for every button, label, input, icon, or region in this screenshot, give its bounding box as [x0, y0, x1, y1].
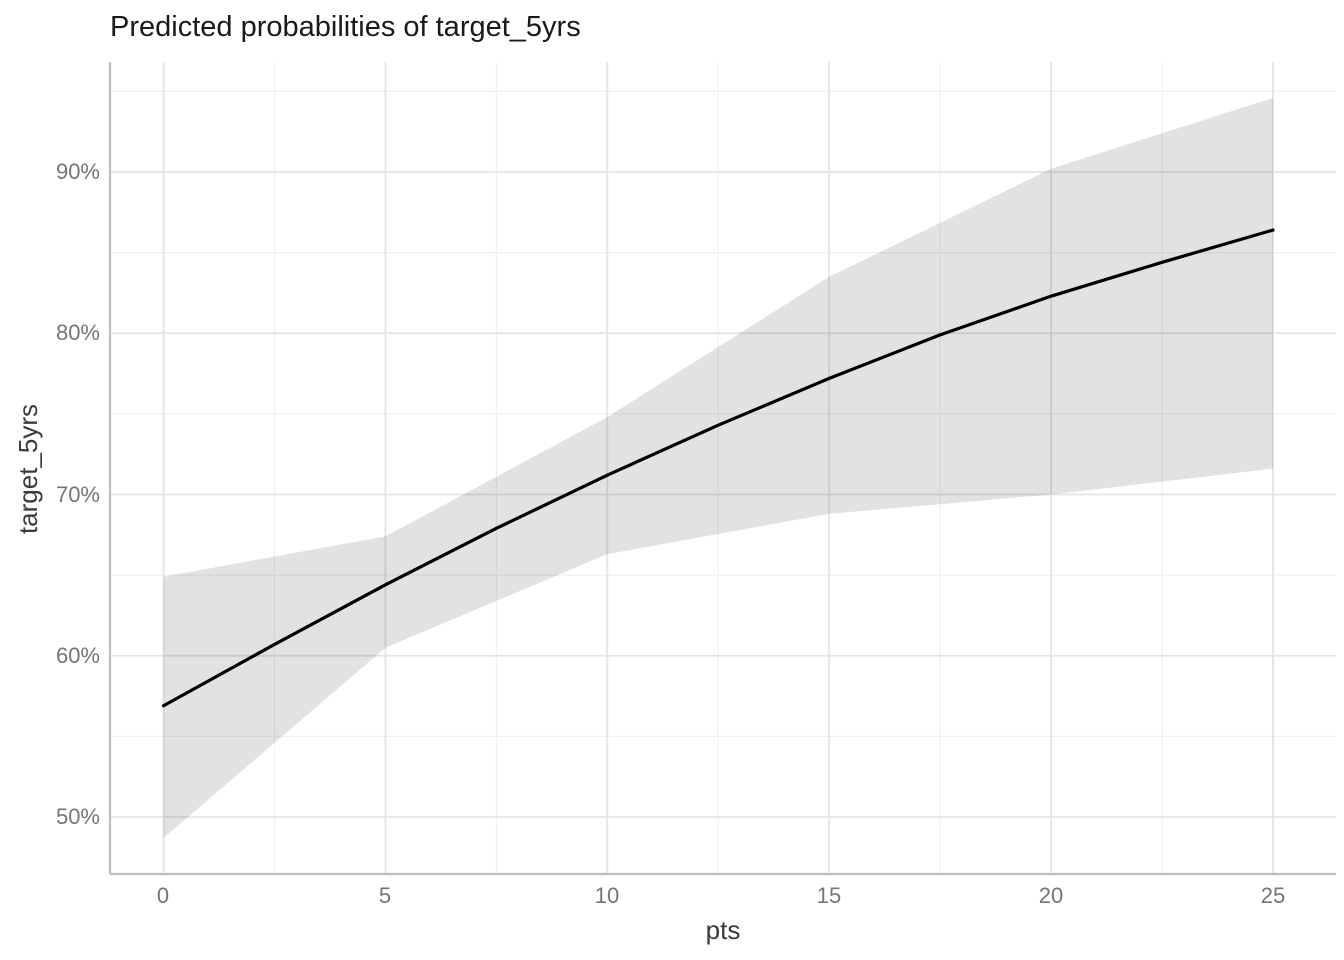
y-tick-label: 80% [55, 320, 100, 345]
y-axis-title: target_5yrs [13, 403, 43, 535]
x-tick-label: 15 [816, 883, 842, 908]
x-axis-title: pts [705, 915, 741, 945]
y-tick-label: 60% [55, 643, 100, 668]
confidence-interval-ribbon [163, 97, 1273, 838]
x-tick-label: 5 [378, 883, 392, 908]
x-tick-label: 25 [1260, 883, 1286, 908]
chart-title: Predicted probabilities of target_5yrs [110, 11, 581, 43]
x-tick-label: 20 [1038, 883, 1064, 908]
y-tick-label: 70% [55, 482, 100, 507]
predicted-probability-line [161, 228, 1275, 708]
y-tick-label: 50% [55, 804, 100, 829]
x-tick-label: 0 [156, 883, 170, 908]
y-tick-label: 90% [55, 159, 100, 184]
x-tick-label: 10 [594, 883, 620, 908]
